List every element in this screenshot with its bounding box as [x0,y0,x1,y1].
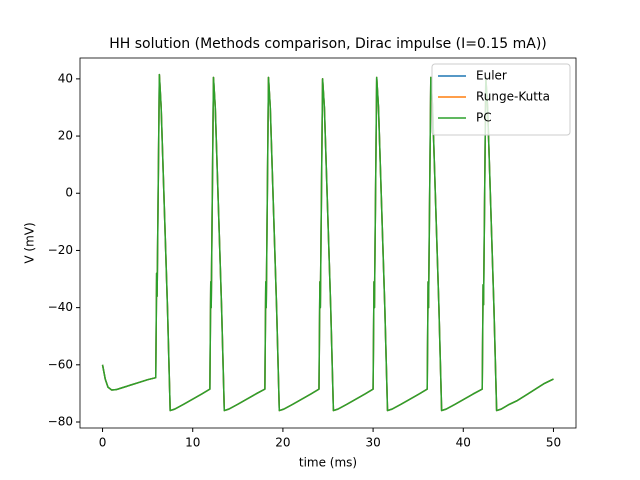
x-tick-label: 20 [275,436,290,450]
y-tick-label: 20 [58,129,73,143]
y-axis-label: V (mV) [23,222,37,263]
y-tick-label: 0 [65,186,73,200]
x-axis-label: time (ms) [299,456,357,470]
x-tick-label: 0 [99,436,107,450]
legend-label: Euler [476,69,507,83]
y-tick-label: 40 [58,71,73,85]
x-tick-label: 30 [365,436,380,450]
x-tick-label: 50 [546,436,561,450]
y-tick-label: −80 [48,414,73,428]
y-tick-label: −20 [48,243,73,257]
series-line [101,73,554,412]
y-tick-label: −40 [48,300,73,314]
legend-box [431,63,571,136]
axes-frame [79,57,577,429]
legend-label: Runge-Kutta [476,90,550,104]
y-tick-label: −60 [48,357,73,371]
legend-label: PC [476,111,492,125]
x-tick-label: 10 [185,436,200,450]
x-tick-label: 40 [456,436,471,450]
chart-title: HH solution (Methods comparison, Dirac i… [109,36,547,52]
